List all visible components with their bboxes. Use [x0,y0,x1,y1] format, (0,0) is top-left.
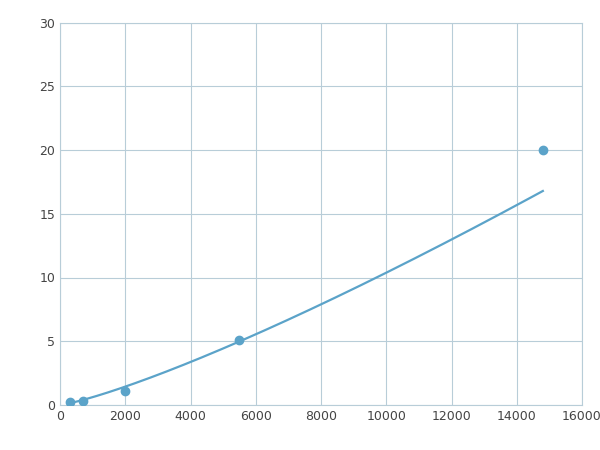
Point [235,337,244,344]
Point [121,387,130,395]
Point [538,146,548,153]
Point [65,399,74,406]
Point [78,398,88,405]
